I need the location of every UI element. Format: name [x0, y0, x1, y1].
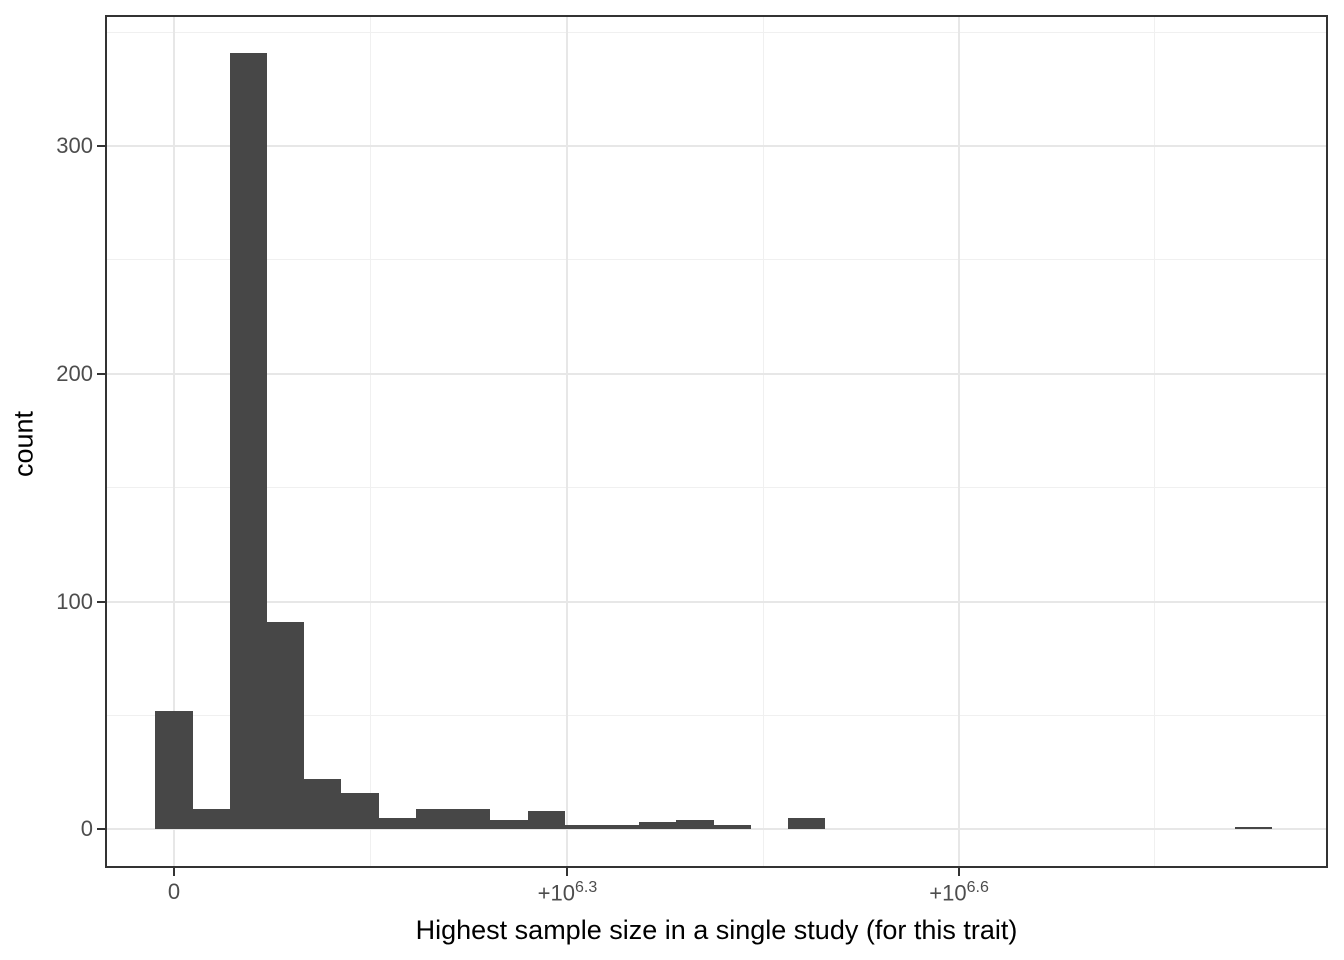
x-tick-label-base: 0 — [167, 879, 181, 904]
histogram-bar — [378, 817, 416, 830]
x-tick-mark — [173, 868, 176, 876]
histogram-bar — [713, 824, 751, 830]
gridline-x-major — [566, 15, 569, 868]
x-tick-label-base: +10 — [537, 880, 576, 906]
histogram-bar — [787, 817, 826, 830]
histogram-bar — [490, 820, 528, 830]
x-tick-label-exponent: 6.6 — [966, 879, 989, 896]
y-axis-title: count — [8, 410, 39, 478]
x-tick-mark — [566, 868, 569, 876]
histogram-bar — [453, 808, 491, 830]
x-tick-label: +106.6 — [929, 880, 989, 906]
gridline-x-minor — [1154, 15, 1156, 868]
y-tick-mark — [97, 828, 105, 831]
histogram-bar — [415, 808, 454, 830]
gridline-y-minor — [105, 714, 1328, 716]
x-tick-label: 0 — [167, 879, 181, 904]
y-tick-mark — [97, 372, 105, 375]
y-tick-label: 300 — [56, 132, 93, 158]
y-tick-label: 0 — [80, 816, 93, 842]
gridline-y-minor — [105, 487, 1328, 489]
histogram-bar — [1234, 827, 1272, 830]
y-tick-mark — [97, 600, 105, 603]
gridline-x-major — [958, 15, 961, 868]
x-tick-mark — [958, 868, 961, 876]
y-tick-label: 200 — [56, 360, 93, 386]
gridline-y-major — [105, 600, 1328, 603]
histogram-bar — [601, 824, 640, 830]
histogram-bar — [639, 822, 677, 830]
x-tick-label: +106.3 — [538, 880, 598, 906]
gridline-y-major — [105, 828, 1328, 831]
x-axis-title: Highest sample size in a single study (f… — [415, 915, 1018, 945]
histogram-bar — [192, 808, 230, 830]
histogram-bar — [676, 820, 714, 830]
gridline-y-minor — [105, 259, 1328, 261]
histogram-bar — [564, 824, 602, 830]
gridline-x-minor — [762, 15, 764, 868]
gridline-x-major — [173, 15, 176, 868]
histogram-bar — [267, 622, 305, 830]
y-tick-label: 100 — [56, 588, 93, 614]
y-tick-mark — [97, 144, 105, 147]
histogram-bar — [229, 52, 268, 830]
x-tick-label-base: +10 — [929, 880, 967, 906]
x-tick-label-exponent: 6.3 — [575, 879, 598, 896]
gridline-x-minor — [370, 15, 372, 868]
histogram-bar — [304, 779, 342, 830]
histogram-bar — [527, 811, 565, 830]
histogram-bar — [155, 710, 193, 830]
gridline-y-minor — [105, 31, 1328, 33]
plot-panel — [105, 15, 1328, 868]
histogram-bar — [341, 792, 379, 830]
gridline-y-major — [105, 372, 1328, 375]
gridline-y-major — [105, 144, 1328, 147]
